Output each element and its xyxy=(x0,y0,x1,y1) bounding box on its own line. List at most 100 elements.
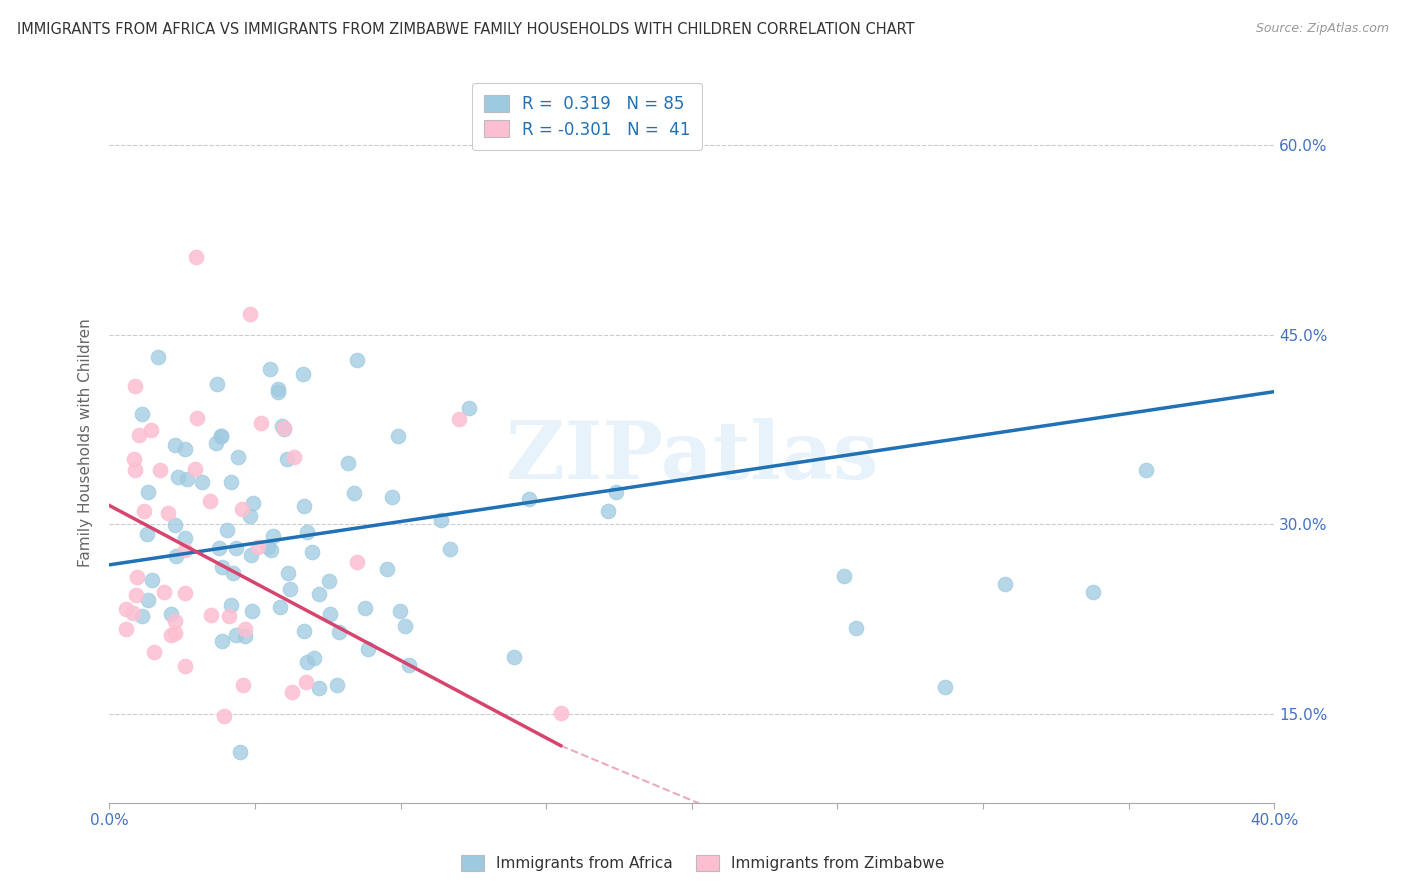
Point xyxy=(283,450,305,464)
Point xyxy=(292,367,315,381)
Point xyxy=(173,442,195,456)
Point xyxy=(1135,463,1157,477)
Point xyxy=(211,633,233,648)
Point xyxy=(278,582,301,597)
Point xyxy=(139,423,162,437)
Point xyxy=(229,745,252,759)
Point xyxy=(233,623,256,637)
Legend: Immigrants from Africa, Immigrants from Zimbabwe: Immigrants from Africa, Immigrants from … xyxy=(456,849,950,877)
Point xyxy=(239,548,262,562)
Point xyxy=(308,681,330,696)
Point xyxy=(239,308,262,322)
Point xyxy=(343,486,366,500)
Point xyxy=(308,587,330,601)
Point xyxy=(832,569,855,583)
Point xyxy=(222,566,245,580)
Point xyxy=(295,674,318,689)
Point xyxy=(219,599,242,613)
Point xyxy=(381,490,404,504)
Point xyxy=(153,585,176,599)
Text: ZIPatlas: ZIPatlas xyxy=(506,417,877,496)
Point xyxy=(239,508,262,523)
Point xyxy=(398,657,420,672)
Point xyxy=(142,645,165,659)
Point xyxy=(200,608,222,623)
Point xyxy=(326,678,349,692)
Point xyxy=(212,709,235,723)
Point xyxy=(156,506,179,520)
Point xyxy=(295,655,318,669)
Point xyxy=(318,574,340,588)
Point xyxy=(174,659,197,673)
Point xyxy=(122,452,145,467)
Point xyxy=(276,452,298,467)
Point xyxy=(281,685,304,699)
Point xyxy=(165,517,187,532)
Point xyxy=(394,619,416,633)
Point xyxy=(208,541,231,556)
Point xyxy=(131,407,153,421)
Point xyxy=(232,678,254,692)
Point xyxy=(517,491,540,506)
Point xyxy=(605,485,627,500)
Point xyxy=(246,540,269,554)
Point xyxy=(131,609,153,624)
Point xyxy=(163,626,186,640)
Point xyxy=(167,470,190,484)
Point xyxy=(269,600,291,615)
Text: IMMIGRANTS FROM AFRICA VS IMMIGRANTS FROM ZIMBABWE FAMILY HOUSEHOLDS WITH CHILDR: IMMIGRANTS FROM AFRICA VS IMMIGRANTS FRO… xyxy=(17,22,914,37)
Point xyxy=(934,680,956,694)
Point xyxy=(211,559,233,574)
Point xyxy=(165,615,187,629)
Point xyxy=(173,531,195,545)
Point xyxy=(273,421,295,435)
Point xyxy=(209,429,232,443)
Point xyxy=(225,541,247,556)
Point xyxy=(388,604,411,618)
Point xyxy=(205,436,228,450)
Point xyxy=(260,543,283,558)
Point xyxy=(302,651,325,665)
Point xyxy=(215,524,238,538)
Point xyxy=(429,513,451,527)
Point xyxy=(257,541,280,555)
Point xyxy=(295,524,318,539)
Point xyxy=(387,429,409,443)
Point xyxy=(209,429,232,443)
Point xyxy=(136,485,159,500)
Point xyxy=(292,624,315,638)
Point xyxy=(190,475,212,489)
Point xyxy=(502,649,524,664)
Point xyxy=(328,624,350,639)
Point xyxy=(160,627,183,641)
Point xyxy=(163,438,186,452)
Point xyxy=(262,528,284,542)
Point xyxy=(250,416,273,430)
Point xyxy=(439,542,461,557)
Point xyxy=(124,379,146,393)
Point xyxy=(240,604,263,618)
Point xyxy=(184,250,207,264)
Point xyxy=(267,382,290,396)
Point xyxy=(149,463,172,477)
Point xyxy=(148,350,170,364)
Point xyxy=(346,352,368,367)
Point xyxy=(128,427,150,442)
Point xyxy=(219,475,242,489)
Point xyxy=(242,496,264,510)
Point xyxy=(235,629,257,643)
Point xyxy=(125,588,148,602)
Point xyxy=(115,601,138,615)
Point xyxy=(186,411,208,425)
Point xyxy=(226,450,249,465)
Point xyxy=(318,607,340,622)
Point xyxy=(270,418,292,433)
Point xyxy=(122,606,145,620)
Point xyxy=(198,494,221,508)
Point xyxy=(845,621,868,635)
Point xyxy=(259,362,281,376)
Text: Source: ZipAtlas.com: Source: ZipAtlas.com xyxy=(1256,22,1389,36)
Point xyxy=(115,622,138,636)
Point xyxy=(375,562,398,576)
Point xyxy=(125,570,148,584)
